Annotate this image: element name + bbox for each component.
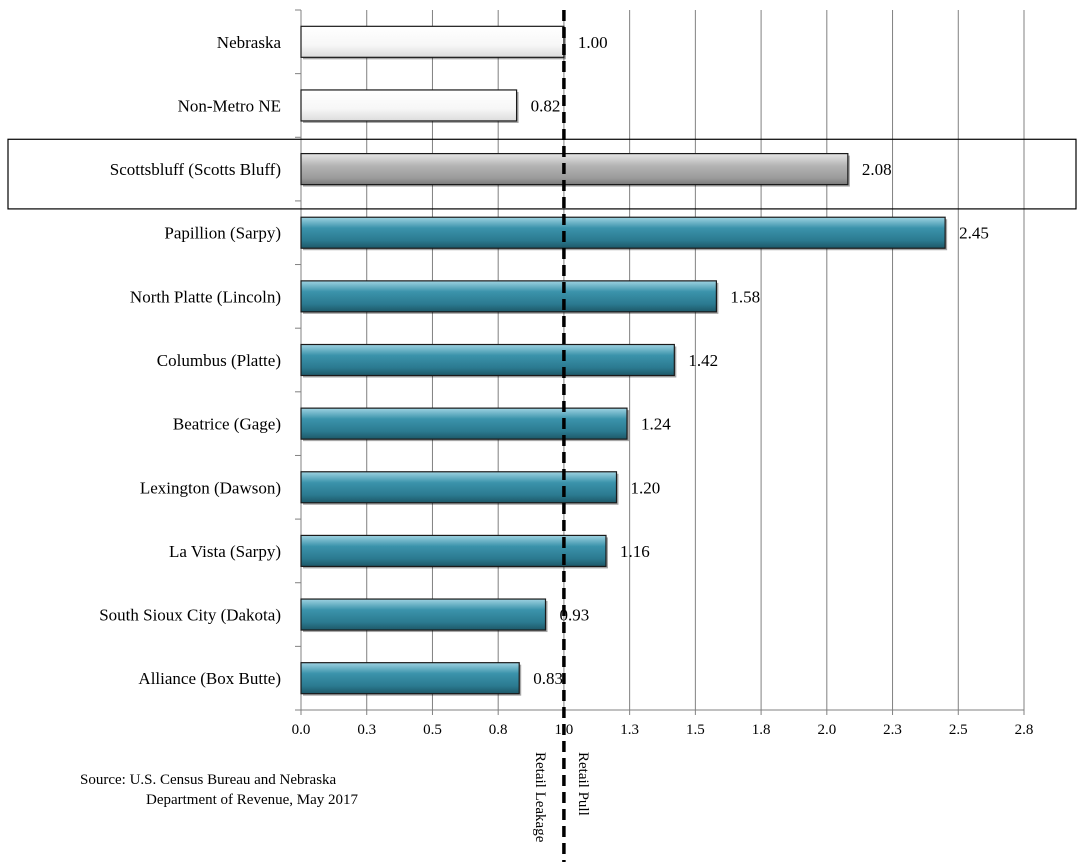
bar	[300, 343, 675, 377]
bar	[300, 407, 628, 440]
category-label: North Platte (Lincoln)	[130, 287, 281, 306]
x-tick-label: 0.8	[489, 722, 508, 738]
highlight-box	[7, 138, 1077, 210]
category-label: Papillion (Sarpy)	[164, 224, 281, 243]
category-label: South Sioux City (Dakota)	[99, 606, 281, 625]
value-label: 1.00	[578, 33, 608, 52]
category-label: Nebraska	[217, 33, 282, 52]
x-tick-label: 0.3	[357, 722, 376, 738]
category-label: Non-Metro NE	[178, 96, 281, 115]
x-tick-label: 0.5	[423, 722, 442, 738]
category-label: Columbus (Platte)	[157, 351, 281, 370]
value-label: 1.42	[688, 351, 718, 370]
bar	[300, 280, 717, 313]
source-line-2: Department of Revenue, May 2017	[146, 792, 359, 808]
retail-leakage-label: Retail Leakage	[532, 752, 548, 843]
value-label: 2.08	[862, 160, 892, 179]
category-label: Alliance (Box Butte)	[138, 669, 281, 688]
value-label: 1.16	[620, 542, 650, 561]
category-label: Beatrice (Gage)	[173, 415, 281, 434]
value-label: 0.83	[533, 669, 563, 688]
x-tick-label: 1.8	[752, 722, 771, 738]
category-label: Scottsbluff (Scotts Bluff)	[110, 160, 281, 179]
value-label: 1.24	[641, 415, 671, 434]
x-tick-label: 2.5	[949, 722, 968, 738]
category-label: Lexington (Dawson)	[140, 478, 281, 497]
value-label: 1.58	[730, 287, 760, 306]
x-tick-label: 2.0	[817, 722, 836, 738]
value-label: 0.82	[531, 96, 561, 115]
source-note: Source: U.S. Census Bureau and Nebraska …	[80, 770, 358, 810]
bar	[300, 152, 849, 186]
x-tick-label: 2.8	[1015, 722, 1034, 738]
bar	[300, 662, 520, 695]
bar	[300, 216, 946, 249]
bar	[300, 534, 607, 568]
x-tick-label: 0.0	[292, 722, 311, 738]
bar	[300, 471, 618, 504]
category-label: La Vista (Sarpy)	[169, 542, 281, 561]
x-tick-label: 1.3	[620, 722, 639, 738]
value-label: 2.45	[959, 224, 989, 243]
bar	[300, 598, 547, 631]
bar	[300, 25, 565, 58]
x-tick-label: 1.5	[686, 722, 705, 738]
value-label: 1.20	[630, 478, 660, 497]
source-line-1: Source: U.S. Census Bureau and Nebraska	[80, 772, 337, 788]
x-tick-label: 2.3	[883, 722, 902, 738]
value-label: 0.93	[560, 606, 590, 625]
retail-pull-label: Retail Pull	[575, 752, 591, 816]
bar	[300, 89, 518, 122]
